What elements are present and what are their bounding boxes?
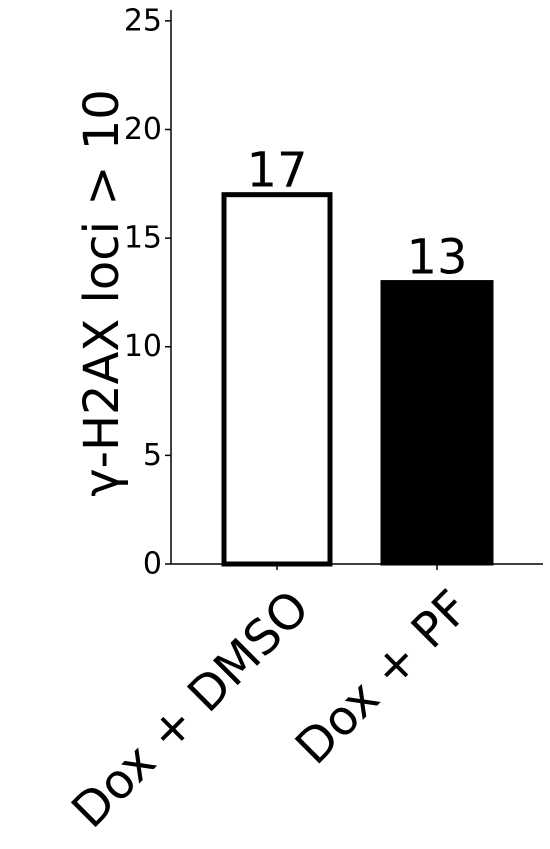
bars (221, 192, 494, 567)
bar-value-label: 17 (246, 143, 307, 199)
x-category-label: Dox + PF (285, 580, 481, 776)
bar-1 (221, 192, 333, 567)
bar-value-label: 13 (406, 230, 467, 286)
y-tick-label: 5 (143, 438, 162, 473)
x-category-label: Dox + DMSO (61, 580, 320, 839)
y-tick-label: 10 (124, 329, 162, 364)
bar-2 (380, 280, 494, 566)
y-tick-label: 0 (143, 547, 162, 582)
y-tick-label: 25 (124, 3, 162, 38)
y-axis: 0 5 10 15 20 25 (124, 3, 172, 582)
y-tick-label: 20 (124, 112, 162, 147)
y-tick-label: 15 (124, 221, 162, 256)
y-axis-label: γ-H2AX loci > 10 (74, 89, 130, 497)
